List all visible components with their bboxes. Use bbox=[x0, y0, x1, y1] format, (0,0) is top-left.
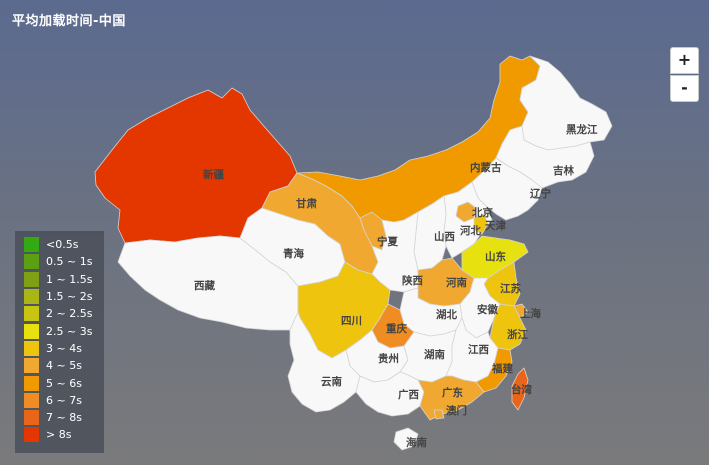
legend-swatch bbox=[24, 237, 39, 253]
legend-label: 4 ~ 5s bbox=[46, 359, 82, 373]
legend-label: 0.5 ~ 1s bbox=[46, 255, 93, 269]
label-shaanxi: 陕西 bbox=[402, 274, 423, 287]
label-qinghai: 青海 bbox=[283, 247, 304, 260]
legend-swatch bbox=[24, 254, 39, 270]
legend-label: 1 ~ 1.5s bbox=[46, 272, 93, 286]
label-xizang: 西藏 bbox=[194, 279, 215, 292]
label-neimenggu: 内蒙古 bbox=[470, 161, 502, 174]
legend-item[interactable]: 1 ~ 1.5s bbox=[24, 271, 104, 288]
legend-item[interactable]: 1.5 ~ 2s bbox=[24, 288, 104, 305]
province-yunnan[interactable] bbox=[287, 311, 361, 413]
label-jiangxi: 江西 bbox=[468, 343, 489, 356]
legend-item[interactable]: 0.5 ~ 1s bbox=[24, 253, 104, 270]
province-taiwan[interactable] bbox=[511, 367, 529, 411]
legend-swatch bbox=[24, 289, 39, 305]
label-hubei: 湖北 bbox=[436, 308, 457, 321]
label-hunan: 湖南 bbox=[424, 348, 445, 361]
label-chongqing: 重庆 bbox=[386, 322, 407, 335]
label-hebei: 河北 bbox=[460, 224, 481, 237]
legend-label: 3 ~ 4s bbox=[46, 341, 82, 355]
legend-item[interactable]: 7 ~ 8s bbox=[24, 409, 104, 426]
zoom-out-button[interactable]: - bbox=[670, 75, 699, 102]
label-hainan: 海南 bbox=[406, 436, 427, 449]
legend-label: > 8s bbox=[46, 428, 72, 442]
legend-item[interactable]: > 8s bbox=[24, 426, 104, 443]
label-guangdong: 广东 bbox=[442, 386, 463, 399]
legend-swatch bbox=[24, 323, 39, 339]
label-shanghai: 上海 bbox=[520, 307, 541, 320]
legend-label: 6 ~ 7s bbox=[46, 393, 82, 407]
legend-label: 1.5 ~ 2s bbox=[46, 290, 93, 304]
legend-swatch bbox=[24, 358, 39, 374]
color-legend: <0.5s 0.5 ~ 1s 1 ~ 1.5s 1.5 ~ 2s 2 ~ 2.5s 2.5… bbox=[15, 231, 104, 453]
label-liaoning: 辽宁 bbox=[530, 187, 551, 200]
legend-item[interactable]: 5 ~ 6s bbox=[24, 374, 104, 391]
legend-swatch bbox=[24, 375, 39, 391]
legend-label: 5 ~ 6s bbox=[46, 376, 82, 390]
label-jiangsu: 江苏 bbox=[500, 282, 521, 295]
legend-label: 2 ~ 2.5s bbox=[46, 307, 93, 321]
province-hainan[interactable] bbox=[393, 427, 419, 451]
legend-item[interactable]: 6 ~ 7s bbox=[24, 392, 104, 409]
label-anhui: 安徽 bbox=[477, 303, 498, 316]
province-guangdong[interactable] bbox=[417, 375, 485, 421]
label-gansu: 甘肃 bbox=[296, 197, 317, 210]
label-guizhou: 贵州 bbox=[378, 352, 399, 365]
legend-swatch bbox=[24, 427, 39, 443]
legend-label: 2.5 ~ 3s bbox=[46, 324, 93, 338]
label-taiwan: 台湾 bbox=[511, 383, 532, 396]
legend-item[interactable]: <0.5s bbox=[24, 236, 104, 253]
province-labels: 新疆 西藏 青海 甘肃 内蒙古 黑龙江 吉林 辽宁 北京 天津 河北 宁夏 山西… bbox=[194, 123, 598, 449]
label-jilin: 吉林 bbox=[553, 164, 574, 177]
province-aomen[interactable] bbox=[433, 409, 445, 420]
label-yunnan: 云南 bbox=[321, 375, 342, 388]
legend-item[interactable]: 2 ~ 2.5s bbox=[24, 305, 104, 322]
label-xinjiang: 新疆 bbox=[203, 168, 224, 181]
map-title: 平均加载时间-中国 bbox=[12, 14, 126, 29]
zoom-in-button[interactable]: + bbox=[670, 47, 699, 74]
legend-swatch bbox=[24, 410, 39, 426]
legend-swatch bbox=[24, 392, 39, 408]
label-shandong: 山东 bbox=[485, 250, 506, 263]
legend-item[interactable]: 3 ~ 4s bbox=[24, 340, 104, 357]
label-guangxi: 广西 bbox=[398, 388, 419, 401]
label-zhejiang: 浙江 bbox=[507, 328, 528, 341]
label-fujian: 福建 bbox=[491, 362, 513, 375]
label-shanxi: 山西 bbox=[434, 230, 455, 243]
legend-swatch bbox=[24, 306, 39, 322]
legend-label: <0.5s bbox=[46, 238, 79, 252]
label-aomen: 澳门 bbox=[446, 404, 467, 417]
province-tianjin[interactable] bbox=[473, 213, 489, 235]
legend-swatch bbox=[24, 271, 39, 287]
legend-item[interactable]: 2.5 ~ 3s bbox=[24, 322, 104, 339]
label-heilongjiang: 黑龙江 bbox=[566, 123, 598, 136]
label-sichuan: 四川 bbox=[341, 315, 362, 327]
label-ningxia: 宁夏 bbox=[377, 235, 398, 248]
province-fujian[interactable] bbox=[475, 347, 513, 393]
label-beijing: 北京 bbox=[472, 206, 493, 219]
legend-label: 7 ~ 8s bbox=[46, 411, 82, 425]
legend-item[interactable]: 4 ~ 5s bbox=[24, 357, 104, 374]
legend-swatch bbox=[24, 340, 39, 356]
label-tianjin: 天津 bbox=[485, 219, 506, 232]
label-henan: 河南 bbox=[446, 276, 467, 289]
